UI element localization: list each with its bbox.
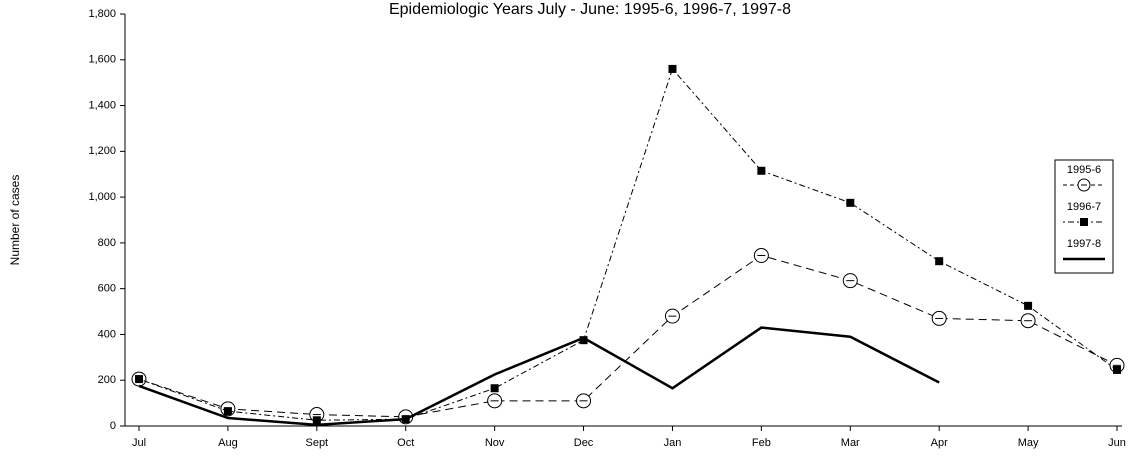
- x-tick-label: Aug: [218, 437, 238, 449]
- marker: [1113, 365, 1121, 374]
- marker: [223, 407, 232, 416]
- series-line: [138, 67, 1118, 421]
- x-tick-label: Dec: [574, 437, 594, 449]
- y-tick-label: 800: [98, 237, 116, 249]
- y-tick-label: 1,400: [88, 99, 116, 111]
- marker: [846, 198, 855, 207]
- marker: [1024, 301, 1033, 310]
- x-tick-label: Nov: [485, 437, 505, 449]
- y-tick-label: 0: [110, 420, 116, 432]
- y-tick-label: 1,000: [88, 191, 116, 203]
- x-tick-label: Apr: [931, 437, 948, 449]
- legend-label: 1997-8: [1067, 238, 1101, 250]
- series-line: [138, 326, 940, 427]
- x-tick-label: Sept: [305, 437, 328, 449]
- y-tick-label: 1,600: [88, 54, 116, 66]
- marker: [668, 64, 677, 73]
- marker: [312, 416, 321, 425]
- x-tick-label: Feb: [752, 437, 771, 449]
- y-tick-label: 600: [98, 283, 116, 295]
- marker: [935, 257, 944, 266]
- marker: [135, 375, 143, 384]
- x-tick-label: May: [1018, 437, 1039, 449]
- x-tick-label: Mar: [841, 437, 860, 449]
- marker: [579, 336, 588, 345]
- legend-marker: [1080, 218, 1088, 226]
- legend-label: 1996-7: [1067, 201, 1101, 213]
- chart-title: Epidemiologic Years July - June: 1995-6,…: [389, 1, 791, 18]
- x-tick-label: Jun: [1108, 437, 1126, 449]
- y-tick-label: 200: [98, 374, 116, 386]
- y-axis-title: Number of cases: [8, 175, 22, 266]
- marker: [757, 166, 766, 175]
- y-tick-label: 1,200: [88, 145, 116, 157]
- x-tick-label: Jul: [132, 437, 146, 449]
- x-tick-label: Oct: [397, 437, 414, 449]
- series-line: [138, 254, 1118, 418]
- x-tick-label: Jan: [664, 437, 682, 449]
- y-tick-label: 1,800: [88, 8, 116, 20]
- y-tick-label: 400: [98, 328, 116, 340]
- marker: [490, 384, 499, 393]
- legend-label: 1995-6: [1067, 164, 1101, 176]
- legend-box: [1054, 159, 1114, 274]
